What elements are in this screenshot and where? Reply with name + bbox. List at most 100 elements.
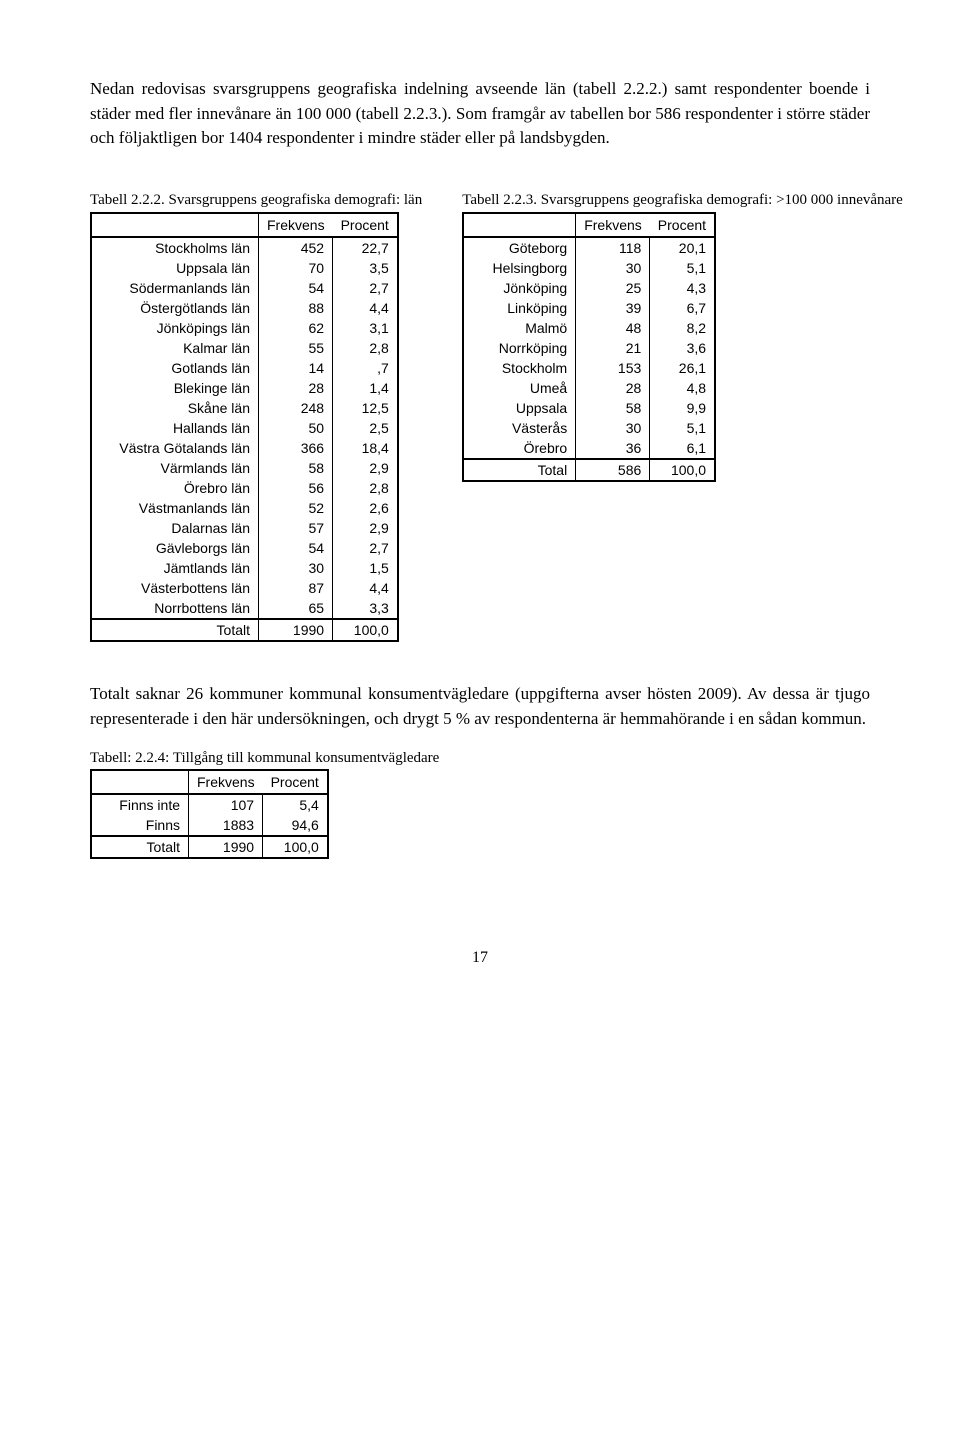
table-cell: 50 <box>259 418 333 438</box>
table-cell: Totalt <box>91 836 189 858</box>
table-cell: Västra Götalands län <box>91 438 259 458</box>
table-224-caption: Tabell: 2.2.4: Tillgång till kommunal ko… <box>90 750 870 767</box>
table-cell: 107 <box>189 794 263 815</box>
table-cell: 5,1 <box>650 418 715 438</box>
table-cell: Totalt <box>91 619 259 641</box>
table-cell: Kalmar län <box>91 338 259 358</box>
table-cell: 5,4 <box>263 794 328 815</box>
table-cell: 39 <box>576 298 650 318</box>
table-223-block: Tabell 2.2.3. Svarsgruppens geografiska … <box>462 191 903 483</box>
table-total-row: Totalt1990100,0 <box>91 836 328 858</box>
table-cell: 2,9 <box>333 458 398 478</box>
table-cell: 65 <box>259 598 333 619</box>
table-cell: 6,1 <box>650 438 715 459</box>
table-cell: 94,6 <box>263 815 328 836</box>
table-total-row: Total586100,0 <box>463 459 715 481</box>
table-cell: 366 <box>259 438 333 458</box>
table-cell: 30 <box>259 558 333 578</box>
table-row: Örebro366,1 <box>463 438 715 459</box>
table-cell: Jämtlands län <box>91 558 259 578</box>
table-cell: 100,0 <box>263 836 328 858</box>
table-row: Västerbottens län874,4 <box>91 578 398 598</box>
table-row: Linköping396,7 <box>463 298 715 318</box>
table-cell: 18,4 <box>333 438 398 458</box>
table-header-cell <box>91 213 259 237</box>
table-cell: 30 <box>576 418 650 438</box>
table-cell: Dalarnas län <box>91 518 259 538</box>
table-cell: Västerbottens län <box>91 578 259 598</box>
table-cell: Västmanlands län <box>91 498 259 518</box>
table-cell: Blekinge län <box>91 378 259 398</box>
table-cell: 52 <box>259 498 333 518</box>
table-cell: 248 <box>259 398 333 418</box>
table-cell: Stockholm <box>463 358 576 378</box>
table-cell: Norrbottens län <box>91 598 259 619</box>
table-header-cell: Procent <box>333 213 398 237</box>
table-cell: 2,8 <box>333 338 398 358</box>
table-row: Västerås305,1 <box>463 418 715 438</box>
table-cell: Jönköpings län <box>91 318 259 338</box>
table-222-caption: Tabell 2.2.2. Svarsgruppens geografiska … <box>90 191 422 211</box>
table-cell: Gävleborgs län <box>91 538 259 558</box>
table-cell: Östergötlands län <box>91 298 259 318</box>
table-row: Södermanlands län542,7 <box>91 278 398 298</box>
table-cell: Gotlands län <box>91 358 259 378</box>
table-cell: 1990 <box>189 836 263 858</box>
table-row: Dalarnas län572,9 <box>91 518 398 538</box>
table-cell: Västerås <box>463 418 576 438</box>
table-cell: 2,5 <box>333 418 398 438</box>
table-cell: 54 <box>259 538 333 558</box>
table-cell: 100,0 <box>650 459 715 481</box>
table-cell: 4,4 <box>333 298 398 318</box>
table-row: Norrbottens län653,3 <box>91 598 398 619</box>
table-cell: Skåne län <box>91 398 259 418</box>
table-cell: 4,3 <box>650 278 715 298</box>
table-header-cell: Frekvens <box>259 213 333 237</box>
table-cell: 6,7 <box>650 298 715 318</box>
table-222-block: Tabell 2.2.2. Svarsgruppens geografiska … <box>90 191 422 643</box>
table-total-row: Totalt1990100,0 <box>91 619 398 641</box>
table-cell: 3,1 <box>333 318 398 338</box>
table-header-cell: Frekvens <box>189 770 263 794</box>
table-header-cell: Procent <box>263 770 328 794</box>
table-222: FrekvensProcentStockholms län45222,7Upps… <box>90 212 399 642</box>
table-row: Jönköping254,3 <box>463 278 715 298</box>
table-row: Örebro län562,8 <box>91 478 398 498</box>
after-paragraph: Totalt saknar 26 kommuner kommunal konsu… <box>90 682 870 731</box>
table-cell: 1990 <box>259 619 333 641</box>
table-row: Uppsala län703,5 <box>91 258 398 278</box>
table-row: Uppsala589,9 <box>463 398 715 418</box>
table-cell: Uppsala län <box>91 258 259 278</box>
table-row: Östergötlands län884,4 <box>91 298 398 318</box>
table-cell: Finns inte <box>91 794 189 815</box>
table-cell: 70 <box>259 258 333 278</box>
table-cell: 1,4 <box>333 378 398 398</box>
table-223-caption: Tabell 2.2.3. Svarsgruppens geografiska … <box>462 191 903 211</box>
table-row: Jämtlands län301,5 <box>91 558 398 578</box>
table-row: Finns188394,6 <box>91 815 328 836</box>
table-cell: 20,1 <box>650 237 715 258</box>
table-cell: Jönköping <box>463 278 576 298</box>
table-row: Gotlands län14,7 <box>91 358 398 378</box>
table-cell: 1883 <box>189 815 263 836</box>
table-row: Stockholm15326,1 <box>463 358 715 378</box>
table-cell: Total <box>463 459 576 481</box>
table-cell: Hallands län <box>91 418 259 438</box>
table-cell: Uppsala <box>463 398 576 418</box>
table-row: Jönköpings län623,1 <box>91 318 398 338</box>
table-row: Malmö488,2 <box>463 318 715 338</box>
table-cell: 4,8 <box>650 378 715 398</box>
table-row: Umeå284,8 <box>463 378 715 398</box>
table-cell: 58 <box>259 458 333 478</box>
table-cell: ,7 <box>333 358 398 378</box>
tables-row: Tabell 2.2.2. Svarsgruppens geografiska … <box>90 191 870 643</box>
table-cell: 14 <box>259 358 333 378</box>
table-cell: 87 <box>259 578 333 598</box>
table-row: Skåne län24812,5 <box>91 398 398 418</box>
table-row: Gävleborgs län542,7 <box>91 538 398 558</box>
table-cell: 8,2 <box>650 318 715 338</box>
table-row: Värmlands län582,9 <box>91 458 398 478</box>
table-row: Stockholms län45222,7 <box>91 237 398 258</box>
table-cell: Helsingborg <box>463 258 576 278</box>
table-cell: 100,0 <box>333 619 398 641</box>
